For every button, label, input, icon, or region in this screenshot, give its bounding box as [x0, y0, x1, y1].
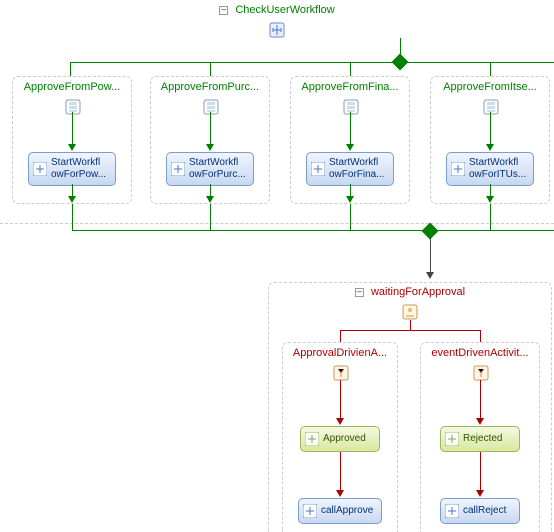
handle-event-icon [305, 432, 319, 446]
connector [210, 62, 211, 76]
connector [340, 452, 341, 492]
connector [340, 330, 341, 342]
sequence-icon [483, 99, 499, 115]
connector [210, 112, 211, 146]
branch-title: ApproveFromFina... [291, 77, 409, 93]
activity-label-line2: owForITUs... [469, 169, 529, 181]
arrow-icon [68, 144, 76, 151]
connector [400, 38, 401, 56]
connector [70, 62, 71, 76]
connector [210, 204, 211, 230]
activity-label: Rejected [463, 433, 502, 444]
branch-title: ApproveFromItse... [431, 77, 549, 93]
collapse-icon[interactable] [219, 6, 228, 15]
checkuser-header: CheckUserWorkflow [0, 0, 554, 18]
activity-label-line1: StartWorkfl [189, 157, 249, 169]
arrow-icon [206, 144, 214, 151]
connector [340, 330, 480, 331]
arrow-icon [346, 196, 354, 203]
connector [350, 112, 351, 146]
arrow-icon [486, 196, 494, 203]
collapse-icon[interactable] [355, 288, 364, 297]
handle-event-icon [445, 432, 459, 446]
arrow-icon [486, 144, 494, 151]
code-activity-icon [451, 162, 465, 176]
activity-rejected[interactable]: Rejected [440, 426, 520, 452]
connector [72, 230, 554, 231]
activity-start-workflow-finance[interactable]: StartWorkfl owForFina... [306, 152, 394, 186]
connector [490, 204, 491, 230]
arrow-icon [336, 490, 344, 497]
code-activity-icon [303, 504, 317, 518]
connector [72, 204, 73, 230]
branch-title: ApproveFromPurc... [151, 77, 269, 93]
code-activity-icon [311, 162, 325, 176]
activity-start-workflow-it[interactable]: StartWorkfl owForITUs... [446, 152, 534, 186]
connector [480, 452, 481, 492]
activity-label-line2: owForPow... [51, 169, 111, 181]
listen-icon [402, 304, 418, 320]
arrow-icon [346, 144, 354, 151]
arrow-icon [336, 418, 344, 425]
join-diamond [422, 223, 439, 240]
connector [480, 380, 481, 420]
branch-title: ApprovalDrivienA... [283, 343, 397, 359]
connector [480, 330, 481, 342]
connector [72, 112, 73, 146]
connector [430, 238, 431, 274]
arrow-icon [426, 272, 434, 279]
connector [340, 380, 341, 420]
connector [490, 112, 491, 146]
activity-label-line2: owForPurc... [189, 169, 249, 181]
sequence-icon [65, 99, 81, 115]
event-driven-icon [333, 365, 349, 381]
arrow-icon [68, 196, 76, 203]
sequence-icon [343, 99, 359, 115]
activity-approved[interactable]: Approved [300, 426, 380, 452]
connector [70, 62, 554, 63]
arrow-icon [476, 418, 484, 425]
activity-label-line1: StartWorkfl [51, 157, 111, 169]
connector [410, 320, 411, 330]
waiting-header: waitingForApproval [268, 286, 552, 298]
activity-label: callReject [463, 505, 506, 516]
connector [350, 204, 351, 230]
activity-label: callApprove [321, 505, 373, 516]
activity-call-reject[interactable]: callReject [440, 498, 520, 524]
connector [490, 62, 491, 76]
code-activity-icon [171, 162, 185, 176]
waiting-title: waitingForApproval [371, 286, 465, 298]
activity-start-workflow-purchase[interactable]: StartWorkfl owForPurc... [166, 152, 254, 186]
activity-label-line2: owForFina... [329, 169, 389, 181]
activity-label-line1: StartWorkfl [329, 157, 389, 169]
arrow-icon [476, 490, 484, 497]
connector [350, 62, 351, 76]
arrow-icon [206, 196, 214, 203]
branch-title: eventDrivenActivit... [421, 343, 539, 359]
event-driven-icon [473, 365, 489, 381]
activity-label: Approved [323, 433, 366, 444]
activity-label-line1: StartWorkfl [469, 157, 529, 169]
branch-title: ApproveFromPow... [13, 77, 131, 93]
parallel-icon [269, 22, 285, 38]
activity-start-workflow-power[interactable]: StartWorkfl owForPow... [28, 152, 116, 186]
code-activity-icon [33, 162, 47, 176]
code-activity-icon [445, 504, 459, 518]
sequence-icon [203, 99, 219, 115]
activity-call-approve[interactable]: callApprove [298, 498, 382, 524]
checkuser-title: CheckUserWorkflow [235, 4, 334, 16]
